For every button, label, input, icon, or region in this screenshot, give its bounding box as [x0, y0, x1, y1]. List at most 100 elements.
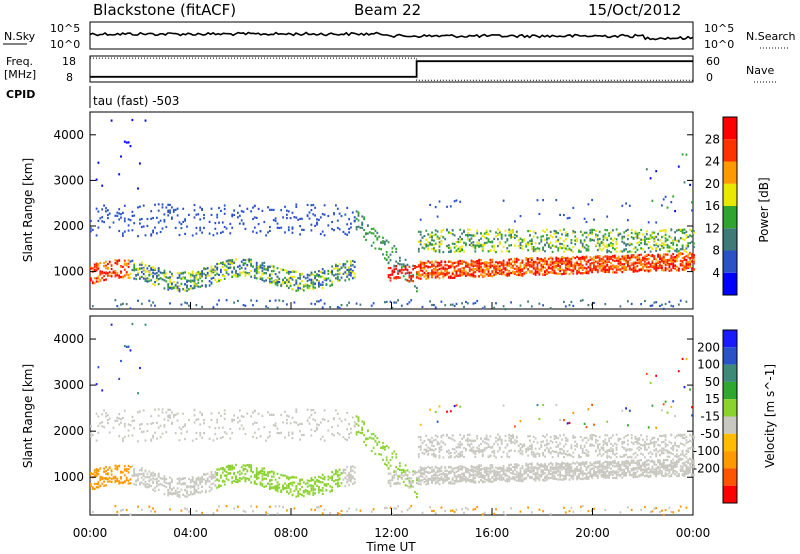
velocity-cell	[286, 422, 288, 425]
velocity-cell	[316, 506, 318, 509]
power-cell	[664, 253, 667, 256]
velocity-cell	[408, 485, 411, 488]
power-cell	[529, 229, 531, 232]
power-cell	[314, 270, 316, 274]
velocity-cell	[193, 488, 196, 491]
velocity-cell	[304, 488, 307, 492]
velocity-cell	[140, 431, 143, 434]
power-cell	[542, 259, 544, 262]
power-cell	[604, 260, 607, 263]
power-cell	[459, 240, 462, 244]
velocity-cell	[406, 474, 409, 477]
velocity-cell	[444, 475, 447, 479]
power-cell	[455, 272, 458, 276]
power-cell	[664, 195, 667, 198]
velocity-cell	[154, 510, 156, 513]
velocity-cell	[182, 483, 185, 486]
power-cell	[557, 249, 560, 252]
power-cell	[348, 231, 350, 234]
power-cell	[480, 266, 482, 269]
power-cell	[197, 285, 200, 288]
velocity-cell	[395, 470, 398, 473]
power-cell	[657, 260, 659, 263]
velocity-cell	[152, 474, 154, 477]
velocity-cell	[436, 480, 439, 483]
power-cell	[169, 203, 171, 206]
velocity-cell	[319, 481, 322, 484]
velocity-cell	[353, 466, 356, 469]
velocity-cell	[318, 475, 320, 478]
velocity-cell	[431, 509, 433, 513]
power-cell	[410, 278, 413, 281]
power-cell	[240, 272, 243, 275]
power-cell	[685, 233, 688, 237]
power-cell	[551, 236, 554, 239]
power-cell	[602, 238, 605, 241]
power-cell	[127, 265, 130, 268]
power-cell	[440, 260, 443, 263]
power-cell	[123, 262, 126, 265]
power-cell	[342, 265, 345, 269]
power-cell	[606, 255, 609, 258]
power-cell	[549, 234, 552, 237]
power-cell	[487, 233, 490, 236]
velocity-cell	[103, 467, 105, 470]
power-cell	[257, 266, 260, 269]
power-cell	[233, 213, 235, 217]
velocity-cell	[90, 472, 92, 475]
power-cell	[172, 208, 175, 212]
power-cell	[397, 269, 399, 272]
velocity-cell	[365, 437, 367, 440]
velocity-cell	[223, 468, 226, 471]
velocity-cell	[120, 476, 122, 479]
power-cell	[630, 228, 633, 232]
power-cell	[578, 268, 580, 271]
power-cell	[425, 265, 428, 268]
date-title: 15/Oct/2012	[588, 1, 681, 19]
power-cell	[408, 265, 411, 268]
velocity-cell	[267, 471, 269, 474]
velocity-cell	[127, 429, 130, 432]
power-cell	[423, 271, 426, 274]
velocity-cell	[238, 409, 241, 412]
power-cell	[137, 299, 139, 302]
power-cell	[438, 277, 441, 280]
power-cell	[442, 276, 445, 279]
power-cell	[125, 262, 128, 265]
velocity-cell	[193, 484, 196, 487]
velocity-cell	[318, 423, 320, 427]
power-cell	[321, 213, 324, 216]
power-cell	[481, 248, 484, 251]
velocity-cell	[446, 473, 448, 476]
velocity-cell	[103, 480, 105, 483]
power-cell	[459, 270, 462, 273]
velocity-cell	[321, 492, 324, 495]
power-cell	[647, 266, 650, 269]
power-cell	[459, 262, 462, 265]
power-cell	[519, 274, 522, 277]
power-cell	[229, 259, 232, 262]
power-cell	[602, 241, 605, 244]
velocity-cell	[167, 414, 170, 417]
velocity-cell	[174, 489, 177, 492]
power-cell	[142, 272, 145, 276]
velocity-cell	[201, 412, 203, 416]
power-cell	[628, 258, 631, 261]
power-cell	[493, 246, 496, 249]
power-cell	[498, 261, 501, 264]
power-cell	[606, 270, 609, 273]
power-cell	[391, 271, 394, 274]
power-cell	[212, 276, 215, 279]
velocity-cell	[203, 432, 205, 435]
velocity-cell	[118, 417, 121, 420]
velocity-cell	[103, 470, 105, 473]
power-cell	[137, 269, 139, 272]
velocity-cell	[329, 490, 332, 493]
velocity-cell	[436, 435, 439, 438]
power-cell	[218, 279, 220, 283]
power-cell	[457, 264, 460, 267]
velocity-cell	[336, 475, 339, 478]
power-cell	[90, 279, 92, 282]
velocity-cell	[116, 465, 119, 468]
power-cell	[342, 264, 345, 267]
